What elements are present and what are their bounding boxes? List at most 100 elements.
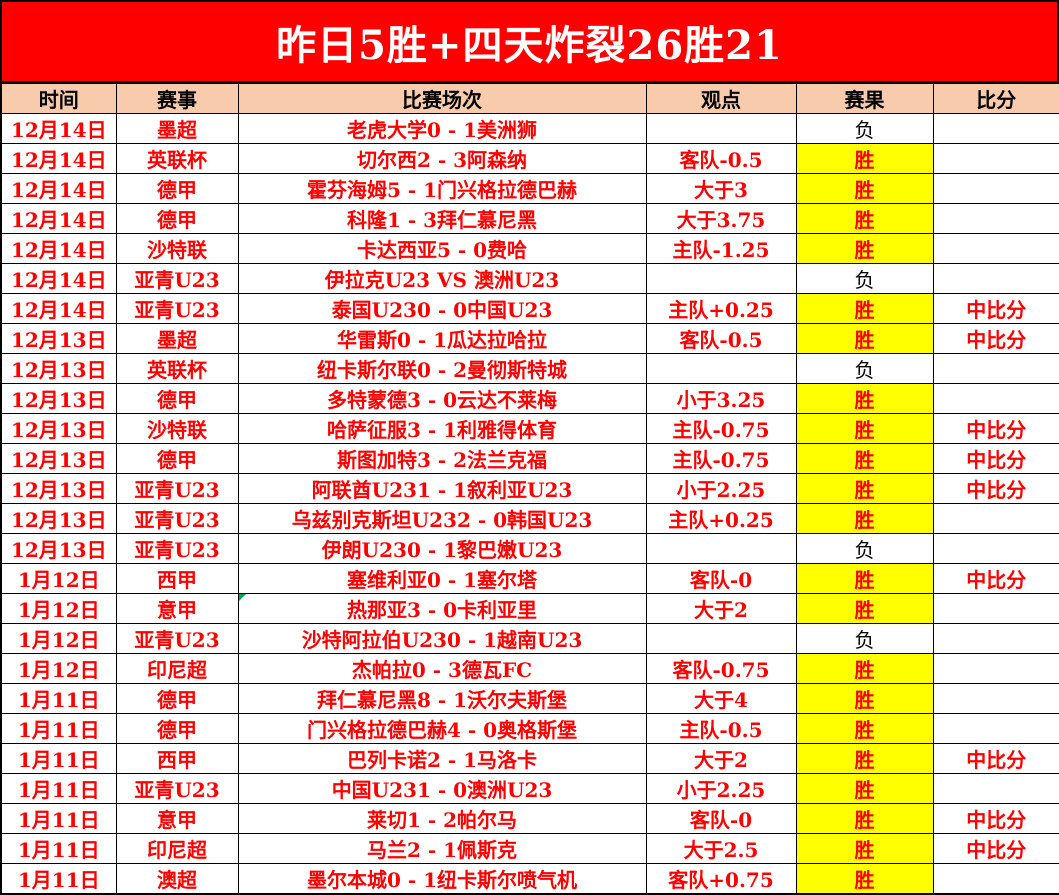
date-cell: 12月14日 — [0, 293, 117, 324]
score-cell: 中比分 — [932, 803, 1059, 834]
result-cell: 负 — [795, 533, 934, 564]
match-cell: 巴列卡诺2 - 1马洛卡 — [237, 743, 647, 774]
score-cell — [932, 503, 1059, 534]
table-row: 1月11日 亚青U23 中国U231 - 0澳洲U23 小于2.25 胜 — [0, 773, 1059, 804]
result-cell: 胜 — [795, 803, 934, 834]
result-cell: 胜 — [795, 473, 934, 504]
date-cell: 1月11日 — [0, 803, 117, 834]
table-row: 1月11日 意甲 莱切1 - 2帕尔马 客队-0 胜中比分 — [0, 803, 1059, 834]
view-cell: 客队-0 — [645, 563, 797, 594]
table-row: 12月13日 亚青U23 阿联酋U231 - 1叙利亚U23 小于2.25 胜中比分 — [0, 473, 1059, 504]
league-cell: 德甲 — [115, 443, 239, 474]
league-cell: 德甲 — [115, 383, 239, 414]
match-cell: 泰国U230 - 0中国U23 — [237, 293, 647, 324]
match-cell: 莱切1 - 2帕尔马 — [237, 803, 647, 834]
result-cell: 胜 — [795, 323, 934, 354]
match-cell: 哈萨征服3 - 1利雅得体育 — [237, 413, 647, 444]
score-cell: 中比分 — [932, 473, 1059, 504]
date-cell: 12月14日 — [0, 173, 117, 204]
page-title: 昨日5胜+四天炸裂26胜21 — [276, 21, 783, 69]
table-row: 1月11日 澳超 墨尔本城0 - 1纽卡斯尔喷气机 客队+0.75 胜 — [0, 863, 1059, 895]
league-cell: 英联杯 — [115, 143, 239, 174]
title-banner: 昨日5胜+四天炸裂26胜21 — [0, 0, 1059, 82]
date-cell: 12月13日 — [0, 503, 117, 534]
league-cell: 西甲 — [115, 743, 239, 774]
table-row: 1月12日 意甲 热那亚3 - 0卡利亚里 大于2 胜 — [0, 593, 1059, 624]
table-row: 1月12日 印尼超 杰帕拉0 - 3德瓦FC 客队-0.75 胜 — [0, 653, 1059, 684]
table-row: 1月11日 西甲 巴列卡诺2 - 1马洛卡 大于2 胜中比分 — [0, 743, 1059, 774]
result-cell: 负 — [795, 353, 934, 384]
league-cell: 德甲 — [115, 713, 239, 744]
match-cell: 杰帕拉0 - 3德瓦FC — [237, 653, 647, 684]
date-cell: 12月13日 — [0, 353, 117, 384]
match-cell: 阿联酋U231 - 1叙利亚U23 — [237, 473, 647, 504]
table-row: 12月13日 亚青U23 伊朗U230 - 1黎巴嫩U23 负 — [0, 533, 1059, 564]
view-cell: 主队-0.75 — [645, 413, 797, 444]
column-header-time: 时间 — [0, 82, 117, 114]
result-cell: 胜 — [795, 653, 934, 684]
match-cell: 卡达西亚5 - 0费哈 — [237, 233, 647, 264]
table-row: 12月13日 沙特联 哈萨征服3 - 1利雅得体育 主队-0.75 胜中比分 — [0, 413, 1059, 444]
score-cell: 中比分 — [932, 743, 1059, 774]
league-cell: 西甲 — [115, 563, 239, 594]
result-cell: 胜 — [795, 443, 934, 474]
table-header: 时间 赛事 比赛场次 观点 赛果 比分 — [0, 82, 1059, 114]
date-cell: 1月12日 — [0, 563, 117, 594]
match-cell: 马兰2 - 1佩斯克 — [237, 833, 647, 864]
view-cell: 客队-0.5 — [645, 143, 797, 174]
score-cell — [932, 863, 1059, 895]
view-cell: 客队-0.5 — [645, 323, 797, 354]
table-row: 12月14日 德甲 霍芬海姆5 - 1门兴格拉德巴赫 大于3 胜 — [0, 173, 1059, 204]
column-header-view: 观点 — [645, 82, 797, 114]
table-row: 1月11日 德甲 门兴格拉德巴赫4 - 0奥格斯堡 主队-0.5 胜 — [0, 713, 1059, 744]
match-cell: 斯图加特3 - 2法兰克福 — [237, 443, 647, 474]
league-cell: 德甲 — [115, 173, 239, 204]
result-cell: 胜 — [795, 863, 934, 895]
date-cell: 12月13日 — [0, 323, 117, 354]
score-cell — [932, 623, 1059, 654]
table-row: 12月14日 亚青U23 泰国U230 - 0中国U23 主队+0.25 胜中比分 — [0, 293, 1059, 324]
league-cell: 意甲 — [115, 803, 239, 834]
date-cell: 1月11日 — [0, 773, 117, 804]
match-cell: 沙特阿拉伯U230 - 1越南U23 — [237, 623, 647, 654]
league-cell: 意甲 — [115, 593, 239, 624]
score-cell — [932, 353, 1059, 384]
view-cell: 小于2.25 — [645, 473, 797, 504]
table-row: 12月13日 墨超 华雷斯0 - 1瓜达拉哈拉 客队-0.5 胜中比分 — [0, 323, 1059, 354]
view-cell — [645, 263, 797, 294]
league-cell: 亚青U23 — [115, 473, 239, 504]
date-cell: 1月11日 — [0, 713, 117, 744]
result-cell: 负 — [795, 623, 934, 654]
league-cell: 澳超 — [115, 863, 239, 895]
result-cell: 胜 — [795, 593, 934, 624]
column-header-score: 比分 — [932, 82, 1059, 114]
view-cell: 客队+0.75 — [645, 863, 797, 895]
match-cell: 老虎大学0 - 1美洲狮 — [237, 113, 647, 144]
league-cell: 印尼超 — [115, 833, 239, 864]
date-cell: 1月11日 — [0, 833, 117, 864]
date-cell: 1月11日 — [0, 863, 117, 895]
result-cell: 胜 — [795, 563, 934, 594]
date-cell: 12月13日 — [0, 473, 117, 504]
result-cell: 胜 — [795, 383, 934, 414]
date-cell: 1月12日 — [0, 623, 117, 654]
league-cell: 沙特联 — [115, 233, 239, 264]
match-cell: 热那亚3 - 0卡利亚里 — [237, 593, 647, 624]
view-cell: 主队+0.25 — [645, 503, 797, 534]
score-cell — [932, 173, 1059, 204]
result-cell: 胜 — [795, 203, 934, 234]
score-cell — [932, 713, 1059, 744]
league-cell: 亚青U23 — [115, 773, 239, 804]
view-cell: 小于3.25 — [645, 383, 797, 414]
match-cell: 华雷斯0 - 1瓜达拉哈拉 — [237, 323, 647, 354]
score-cell — [932, 143, 1059, 174]
column-header-match: 比赛场次 — [237, 82, 647, 114]
view-cell: 主队+0.25 — [645, 293, 797, 324]
score-cell — [932, 113, 1059, 144]
view-cell: 客队-0.75 — [645, 653, 797, 684]
results-table: 时间 赛事 比赛场次 观点 赛果 比分 12月14日 墨超 老虎大学0 - 1美洲狮… — [0, 82, 1059, 895]
match-cell: 拜仁慕尼黑8 - 1沃尔夫斯堡 — [237, 683, 647, 714]
view-cell — [645, 113, 797, 144]
table-row: 12月14日 亚青U23 伊拉克U23 VS 澳洲U23 负 — [0, 263, 1059, 294]
league-cell: 亚青U23 — [115, 533, 239, 564]
